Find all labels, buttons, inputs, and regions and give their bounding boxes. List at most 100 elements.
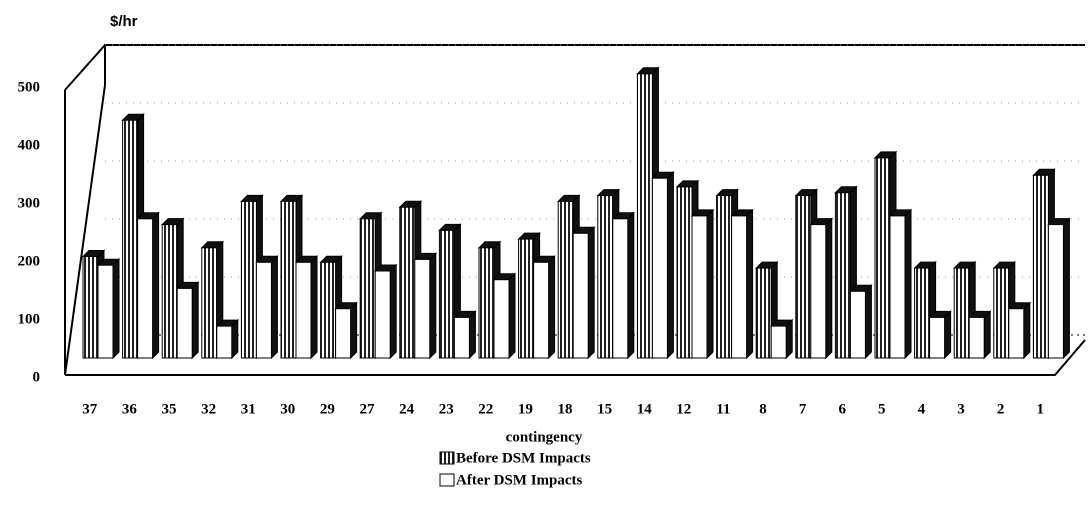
bar-side — [112, 257, 120, 360]
bar-side — [350, 301, 358, 360]
bar — [651, 177, 668, 359]
bar-side — [944, 310, 952, 360]
bar — [1047, 224, 1064, 359]
bar — [493, 279, 510, 359]
bar — [770, 325, 787, 359]
bar — [399, 206, 416, 359]
bar — [691, 215, 708, 359]
bar — [795, 195, 812, 359]
y-tick-label: 300 — [18, 195, 41, 211]
y-tick-label: 200 — [18, 253, 41, 269]
bar — [810, 224, 827, 359]
bar — [359, 218, 376, 359]
bar — [122, 119, 139, 359]
x-tick-label: 6 — [838, 401, 846, 417]
bar — [533, 261, 550, 359]
bar — [335, 308, 352, 359]
bar — [201, 247, 218, 359]
x-tick-label: 4 — [918, 401, 926, 417]
x-tick-label: 35 — [162, 401, 177, 417]
bar — [295, 261, 312, 359]
bar — [176, 287, 193, 359]
bar — [929, 316, 946, 359]
bar-side — [429, 252, 437, 360]
x-tick-label: 11 — [716, 401, 730, 417]
x-tick-label: 29 — [320, 401, 335, 417]
bar-side — [468, 310, 476, 360]
bar-side — [983, 310, 991, 360]
bar — [953, 267, 970, 359]
bar — [137, 218, 154, 359]
x-tick-label: 32 — [201, 401, 216, 417]
x-tick-label: 14 — [637, 401, 653, 417]
x-tick-label: 3 — [957, 401, 965, 417]
bar-side — [1023, 301, 1031, 360]
y-axis-label: $/hr — [110, 13, 138, 30]
x-tick-label: 15 — [597, 401, 612, 417]
bar-side — [1062, 217, 1070, 360]
bar — [1008, 308, 1025, 359]
bar-side — [627, 211, 635, 360]
x-tick-label: 1 — [1036, 401, 1044, 417]
x-tick-label: 36 — [122, 401, 138, 417]
bar — [968, 316, 985, 359]
legend-swatch — [439, 451, 455, 465]
x-tick-label: 27 — [360, 401, 376, 417]
bar — [255, 261, 272, 359]
legend-label: Before DSM Impacts — [456, 450, 591, 466]
bar-side — [152, 211, 160, 360]
bar — [453, 316, 470, 359]
x-tick-label: 37 — [82, 401, 98, 417]
bar — [280, 200, 297, 359]
bar — [731, 215, 748, 359]
bar-side — [508, 272, 516, 360]
bar — [97, 264, 114, 359]
x-tick-label: 23 — [439, 401, 454, 417]
x-tick-label: 22 — [478, 401, 493, 417]
x-tick-label: 18 — [558, 401, 573, 417]
bar — [914, 267, 931, 359]
legend-label: After DSM Impacts — [456, 472, 583, 488]
bar — [572, 232, 589, 359]
bar — [636, 73, 653, 359]
bar — [849, 290, 866, 359]
bar — [755, 267, 772, 359]
x-tick-label: 19 — [518, 401, 533, 417]
bar-side — [864, 284, 872, 360]
x-tick-label: 2 — [997, 401, 1005, 417]
bar-side — [706, 208, 714, 360]
bar — [216, 325, 233, 359]
bar-side — [270, 255, 278, 360]
bar-side — [666, 170, 674, 360]
x-tick-label: 31 — [241, 401, 256, 417]
bar — [1032, 174, 1049, 359]
bar — [414, 258, 431, 359]
bar — [518, 238, 535, 359]
y-tick-label: 0 — [33, 369, 41, 385]
bar — [612, 218, 629, 359]
bar-side — [389, 263, 397, 360]
bar-side — [825, 217, 833, 360]
bar — [478, 247, 495, 359]
y-tick-label: 500 — [18, 79, 41, 95]
x-tick-label: 30 — [280, 401, 295, 417]
bar — [889, 215, 906, 359]
bar — [874, 157, 891, 359]
y-tick-label: 400 — [18, 137, 41, 153]
bar — [82, 256, 99, 359]
bar — [834, 192, 851, 359]
x-tick-label: 24 — [399, 401, 415, 417]
bar — [597, 195, 614, 359]
bar-side — [746, 208, 754, 360]
bar-side — [548, 255, 556, 360]
bar-side — [310, 255, 318, 360]
x-tick-label: 8 — [759, 401, 767, 417]
bar — [374, 270, 391, 359]
bar — [557, 200, 574, 359]
x-tick-label: 12 — [676, 401, 691, 417]
bar — [320, 261, 337, 359]
bar — [676, 186, 693, 359]
legend-swatch — [439, 473, 455, 487]
bar — [716, 195, 733, 359]
